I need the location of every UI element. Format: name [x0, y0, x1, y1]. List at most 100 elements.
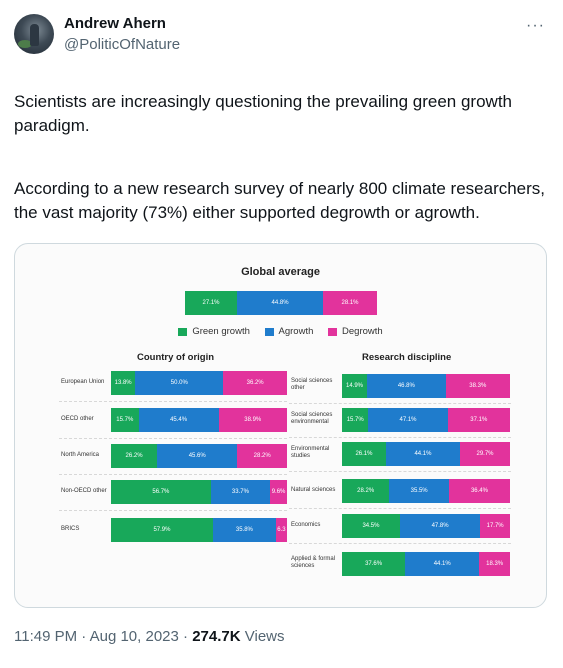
country-european-union-green-growth-segment: 13.8% [111, 371, 136, 395]
views-label: Views [244, 628, 285, 645]
country-north-america-degrowth-segment: 28.2% [237, 444, 287, 468]
country-european-union-bar: 13.8% 50.0% 36.2% [111, 371, 287, 395]
global-average-bar: 27.1% 44.8% 28.1% [185, 291, 377, 315]
tweet-text-paragraph-2: According to a new research survey of ne… [14, 179, 546, 222]
discipline-row-label-line: other [291, 385, 305, 391]
discipline-environmental-studies-agrowth-segment: 44.1% [385, 442, 461, 466]
discipline-social-sciences-environmental-green-growth-value-label: 15.7% [346, 417, 364, 423]
discipline-row-label-environmental-studies: Environmental studies [291, 446, 345, 460]
discipline-row-label-line: sciences [291, 563, 315, 569]
discipline-row-separator [289, 508, 511, 509]
country-non-oecd-other-agrowth-value-label: 33.7% [231, 489, 249, 495]
discipline-applied-formal-sciences-green-growth-value-label: 37.6% [365, 561, 383, 567]
discipline-row-label-line: Environmental [291, 446, 330, 452]
country-non-oecd-other-green-growth-value-label: 56.7% [152, 489, 170, 495]
tweet-text-paragraph-1: Scientists are increasingly questioning … [14, 92, 513, 135]
tweet-media-chart[interactable]: Global average Green growth Agrowth Degr… [14, 243, 547, 608]
more-options-icon[interactable]: ··· [526, 17, 545, 34]
avatar[interactable] [14, 14, 54, 54]
discipline-social-sciences-other-agrowth-value-label: 46.8% [397, 383, 415, 389]
country-oecd-other-degrowth-value-label: 38.9% [244, 417, 262, 423]
country-european-union-green-growth-value-label: 13.8% [114, 380, 132, 386]
discipline-natural-sciences-green-growth-segment: 28.2% [342, 479, 390, 503]
tweet-time[interactable]: 11:49 PM [14, 628, 78, 645]
discipline-social-sciences-environmental-agrowth-segment: 47.1% [368, 408, 448, 432]
country-row-label-oecd-other: OECD other [61, 416, 94, 422]
discipline-environmental-studies-degrowth-segment: 29.7% [460, 442, 510, 466]
global-average-agrowth-value-label: 44.8% [271, 300, 289, 306]
country-brics-green-growth-segment: 57.9% [111, 518, 213, 542]
country-oecd-other-green-growth-segment: 15.7% [111, 408, 139, 432]
discipline-row-separator [289, 403, 511, 404]
discipline-applied-formal-sciences-agrowth-value-label: 44.1% [433, 561, 451, 567]
discipline-row-label-line: Social sciences [291, 378, 333, 384]
discipline-natural-sciences-agrowth-value-label: 35.5% [410, 488, 428, 494]
country-north-america-green-growth-segment: 26.2% [111, 444, 158, 468]
country-north-america-degrowth-value-label: 28.2% [253, 453, 271, 459]
country-brics-degrowth-segment: 6.3 [275, 518, 287, 542]
discipline-economics-agrowth-value-label: 47.8% [431, 523, 449, 529]
discipline-economics-degrowth-segment: 17.7% [480, 514, 510, 538]
discipline-social-sciences-other-green-growth-value-label: 14.9% [346, 383, 364, 389]
global-average-agrowth-segment: 44.8% [237, 291, 324, 315]
discipline-natural-sciences-green-growth-value-label: 28.2% [357, 488, 375, 494]
country-oecd-other-bar: 15.7% 45.4% 38.9% [111, 408, 287, 432]
legend-item-degrowth: Degrowth [328, 326, 383, 337]
discipline-social-sciences-other-green-growth-segment: 14.9% [342, 374, 368, 398]
discipline-row-label-social-sciences-environmental: Social sciences environmental [291, 412, 345, 426]
country-north-america-agrowth-value-label: 45.6% [188, 453, 206, 459]
discipline-social-sciences-other-agrowth-segment: 46.8% [367, 374, 446, 398]
discipline-economics-agrowth-segment: 47.8% [399, 514, 481, 538]
discipline-row-separator [289, 543, 511, 544]
discipline-social-sciences-environmental-degrowth-segment: 37.1% [447, 408, 510, 432]
country-non-oecd-other-agrowth-segment: 33.7% [210, 480, 271, 504]
country-row-label-brics: BRICS [61, 526, 80, 532]
country-non-oecd-other-green-growth-segment: 56.7% [111, 480, 211, 504]
discipline-row-label-line: Natural sciences [291, 487, 336, 493]
country-row-label-european-union: European Union [61, 379, 105, 385]
discipline-row-label-social-sciences-other: Social sciences other [291, 378, 345, 392]
country-oecd-other-degrowth-segment: 38.9% [218, 408, 287, 432]
country-brics-agrowth-value-label: 35.8% [235, 527, 253, 533]
author-handle[interactable]: @PoliticOfNature [64, 36, 181, 53]
country-row-separator [59, 474, 287, 475]
country-european-union-degrowth-value-label: 36.2% [246, 380, 264, 386]
discipline-environmental-studies-agrowth-value-label: 44.1% [414, 451, 432, 457]
country-of-origin-heading: Country of origin [137, 352, 215, 363]
country-oecd-other-agrowth-segment: 45.4% [138, 408, 219, 432]
author-display-name[interactable]: Andrew Ahern [64, 15, 166, 32]
discipline-applied-formal-sciences-degrowth-value-label: 18.3% [486, 561, 504, 567]
country-brics-agrowth-segment: 35.8% [212, 518, 276, 542]
country-row-separator [59, 510, 287, 511]
discipline-row-label-economics: Economics [291, 522, 345, 529]
global-average-degrowth-value-label: 28.1% [341, 300, 359, 306]
discipline-row-label-line: studies [291, 453, 311, 459]
discipline-row-label-line: Applied & formal [291, 556, 336, 562]
country-non-oecd-other-degrowth-segment: 9.6% [270, 480, 287, 504]
discipline-social-sciences-environmental-agrowth-value-label: 47.1% [399, 417, 417, 423]
discipline-economics-green-growth-segment: 34.5% [342, 514, 400, 538]
country-north-america-bar: 26.2% 45.6% 28.2% [111, 444, 287, 468]
legend-item-agrowth: Agrowth [264, 326, 313, 337]
discipline-economics-bar: 34.5% 47.8% 17.7% [342, 514, 510, 538]
discipline-social-sciences-environmental-bar: 15.7% 47.1% 37.1% [342, 408, 510, 432]
country-european-union-degrowth-segment: 36.2% [223, 371, 287, 395]
discipline-natural-sciences-degrowth-value-label: 36.4% [470, 488, 488, 494]
discipline-social-sciences-other-degrowth-segment: 38.3% [445, 374, 510, 398]
country-row-separator [59, 401, 287, 402]
discipline-applied-formal-sciences-bar: 37.6% 44.1% 18.3% [342, 552, 510, 576]
country-row-label-non-oecd-other: Non-OECD other [61, 488, 107, 494]
discipline-environmental-studies-degrowth-value-label: 29.7% [476, 451, 494, 457]
global-average-degrowth-segment: 28.1% [323, 291, 377, 315]
chart-title: Global average [241, 266, 320, 278]
discipline-row-separator [289, 471, 511, 472]
tweet-date[interactable]: Aug 10, 2023 [89, 628, 179, 645]
discipline-social-sciences-environmental-degrowth-value-label: 37.1% [470, 417, 488, 423]
discipline-row-separator [289, 437, 511, 438]
country-non-oecd-other-degrowth-value-label: 9.6% [271, 489, 286, 495]
discipline-applied-formal-sciences-degrowth-segment: 18.3% [479, 552, 510, 576]
country-european-union-agrowth-segment: 50.0% [135, 371, 224, 395]
country-north-america-agrowth-segment: 45.6% [157, 444, 238, 468]
global-average-green-growth-segment: 27.1% [185, 291, 238, 315]
discipline-natural-sciences-bar: 28.2% 35.5% 36.4% [342, 479, 510, 503]
